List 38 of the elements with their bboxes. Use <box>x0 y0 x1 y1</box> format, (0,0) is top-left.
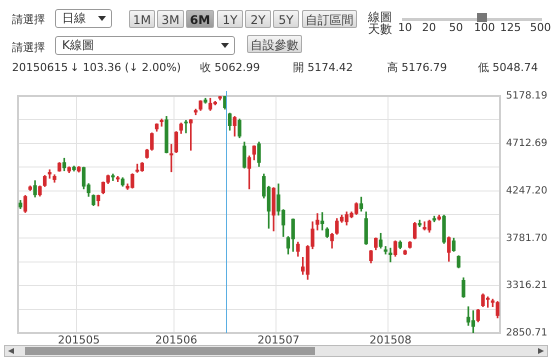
candlestick <box>111 174 115 181</box>
x-tick-label: 201506 <box>155 333 198 346</box>
text: 6M <box>186 10 214 28</box>
y-tick-label: 2850.71 <box>506 328 548 339</box>
text: 請選擇 <box>12 13 45 26</box>
text: 低 5048.74 <box>478 61 538 74</box>
x-tick-label: 201507 <box>257 333 300 346</box>
text: 1Y <box>217 10 243 28</box>
text: 線圖天數 <box>368 10 393 36</box>
text: 20150615 <box>12 61 68 74</box>
text: ↓ 103.36 (↓ 2.00%) <box>70 61 181 74</box>
text: 高 5176.79 <box>387 61 447 74</box>
text: 2Y <box>245 10 271 28</box>
y-tick-label: 3781.70 <box>506 232 548 244</box>
text: 5Y <box>273 10 299 28</box>
text: 3M <box>157 10 184 28</box>
text: 請選擇 <box>12 41 45 54</box>
text: 收 5062.99 <box>200 61 260 74</box>
y-tick-label: 4247.20 <box>506 185 548 196</box>
x-tick-label: 201508 <box>369 333 412 346</box>
candlestick <box>184 120 188 134</box>
text: 10 <box>398 21 412 34</box>
text: 100 <box>474 21 495 34</box>
text: 125 <box>500 21 521 34</box>
text: 自訂區間 <box>302 10 357 28</box>
candlestick <box>388 248 392 262</box>
text: 日線 <box>55 9 112 28</box>
text: 1M <box>129 10 155 28</box>
text: K線圖 <box>55 36 235 55</box>
y-tick-label: 3316.21 <box>506 280 548 292</box>
x-tick-label: 201505 <box>58 333 100 346</box>
text: 500 <box>530 21 551 34</box>
text: 50 <box>449 21 463 34</box>
text: 20 <box>422 21 436 34</box>
text: 開 5174.42 <box>293 61 353 74</box>
y-tick-label: 5178.19 <box>506 90 548 102</box>
text: 自設參數 <box>247 35 302 53</box>
y-tick-label: 4712.69 <box>506 138 548 149</box>
